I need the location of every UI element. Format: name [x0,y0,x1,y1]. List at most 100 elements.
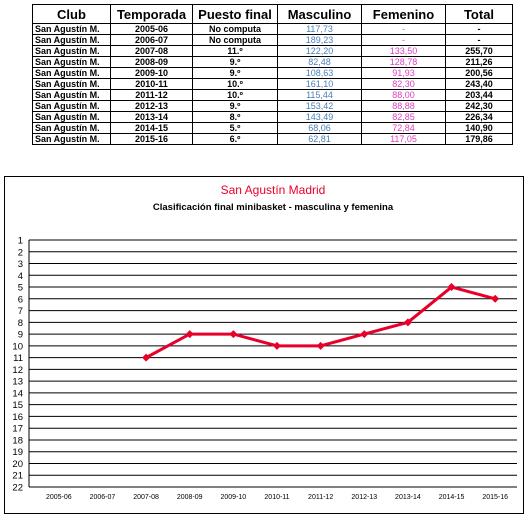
cell-total: 179,86 [445,133,513,145]
cell-club: San Agustín M. [32,100,111,112]
x-tick-label: 2010-11 [264,494,289,501]
cell-position: 6.º [192,133,278,145]
cell-total: 211,26 [445,56,513,68]
column-header-season: Temporada [110,4,193,24]
x-tick-label: 2015-16 [482,494,508,501]
column-header-fem: Femenino [361,4,446,24]
cell-season: 2008-09 [110,56,193,68]
table-row: San Agustín M. 2015-16 6.º 62,81 117,05 179,8… [32,133,513,145]
cell-total: 242,30 [445,100,513,112]
x-tick-label: 2007-08 [133,494,159,501]
cell-masc: 68,06 [277,122,362,134]
cell-total: 200,56 [445,67,513,79]
cell-season: 2013-14 [110,111,193,123]
cell-position: No computa [192,23,278,35]
cell-fem: 128,78 [361,56,446,68]
cell-masc: 143,49 [277,111,362,123]
y-tick-label: 2 [18,247,23,258]
x-tick-label: 2012-13 [351,494,377,501]
y-tick-label: 18 [12,435,23,446]
cell-total: 255,70 [445,45,513,57]
cell-season: 2011-12 [110,89,193,101]
y-tick-label: 14 [12,388,23,399]
table-row: San Agustín M. 2014-15 5.º 68,06 72,84 140,90 [32,122,513,134]
x-tick-label: 2005-06 [46,494,72,501]
y-tick-label: 21 [12,471,23,482]
cell-position: 5.º [192,122,278,134]
data-point [273,341,281,350]
cell-masc: 62,81 [277,133,362,145]
cell-club: San Agustín M. [32,67,111,79]
y-tick-label: 5 [18,283,23,294]
cell-position: 11.º [192,45,278,57]
data-point [360,330,369,339]
cell-masc: 122,20 [277,45,362,57]
y-tick-label: 17 [12,424,23,435]
y-tick-label: 20 [12,459,23,470]
column-header-club: Club [32,4,111,24]
y-tick-label: 4 [18,271,23,282]
cell-fem: 91,93 [361,67,446,79]
table-row: San Agustín M. 2007-08 11.º 122,20 133,50 255… [32,45,513,57]
y-tick-label: 19 [12,447,23,458]
cell-fem: 117,05 [361,133,446,145]
table-row: San Agustín M. 2010-11 10.º 161,10 82,30 243,… [32,78,513,90]
x-tick-label: 2009-10 [221,494,247,501]
table-row: San Agustín M. 2006-07 No computa 189,23- - [32,34,513,46]
x-tick-label: 2014-15 [439,494,465,501]
cell-season: 2010-11 [110,78,193,90]
y-tick-label: 11 [13,353,23,364]
cell-club: San Agustín M. [32,111,111,123]
x-tick-label: 2011-12 [308,494,333,501]
y-tick-label: 3 [18,259,23,270]
cell-masc: 108,63 [277,67,362,79]
cell-masc: 189,23 [277,34,362,46]
cell-position: 9.º [192,56,278,68]
table-row: San Agustín M. 2008-09 9.º 82,48 128,78 211,2… [32,56,513,68]
y-tick-label: 6 [18,294,23,305]
cell-masc: 117,73 [277,23,362,35]
chart-container: San Agustín Madrid Clasificación final m… [4,176,524,514]
cell-club: San Agustín M. [32,56,111,68]
y-tick-label: 1 [18,236,23,247]
y-tick-label: 12 [12,365,23,376]
cell-season: 2007-08 [110,45,193,57]
cell-club: San Agustín M. [32,23,111,35]
cell-fem: 82,30 [361,78,446,90]
y-tick-label: 13 [12,377,23,388]
cell-position: 9.º [192,100,278,112]
x-tick-label: 2006-07 [90,494,116,501]
cell-club: San Agustín M. [32,133,111,145]
stats-table: Club Temporada Puesto final Masculino Femeni… [32,4,513,145]
column-header-masc: Masculino [277,4,362,24]
cell-club: San Agustín M. [32,78,111,90]
cell-club: San Agustín M. [32,45,111,57]
data-point [403,318,412,327]
data-point [185,330,194,339]
cell-club: San Agustín M. [32,89,111,101]
cell-season: 2005-06 [110,23,193,35]
cell-position: 10.º [192,78,278,90]
cell-masc: 161,10 [277,78,362,90]
cell-fem: 88,88 [361,100,446,112]
cell-fem: - [361,23,446,35]
y-tick-label: 7 [18,306,23,317]
cell-position: 9.º [192,67,278,79]
cell-fem: 88,00 [361,89,446,101]
cell-total: 140,90 [445,122,513,134]
cell-fem: 82,85 [361,111,446,123]
cell-total: 226,34 [445,111,513,123]
table-row: San Agustín M. 2011-12 10.º 115,44 88,00 203,… [32,89,513,101]
cell-position: 8.º [192,111,278,123]
table-row: San Agustín M. 2012-13 9.º 153,42 88,88 242,3… [32,100,513,112]
chart-title: San Agustín Madrid [221,183,326,197]
cell-season: 2006-07 [110,34,193,46]
cell-position: 10.º [192,89,278,101]
data-point [316,341,325,350]
cell-total: - [445,23,513,35]
cell-fem: 72,84 [361,122,446,134]
line-chart: San Agustín Madrid Clasificación final m… [12,183,517,501]
cell-season: 2014-15 [110,122,193,134]
cell-total: 203,44 [445,89,513,101]
y-tick-label: 10 [12,341,23,352]
